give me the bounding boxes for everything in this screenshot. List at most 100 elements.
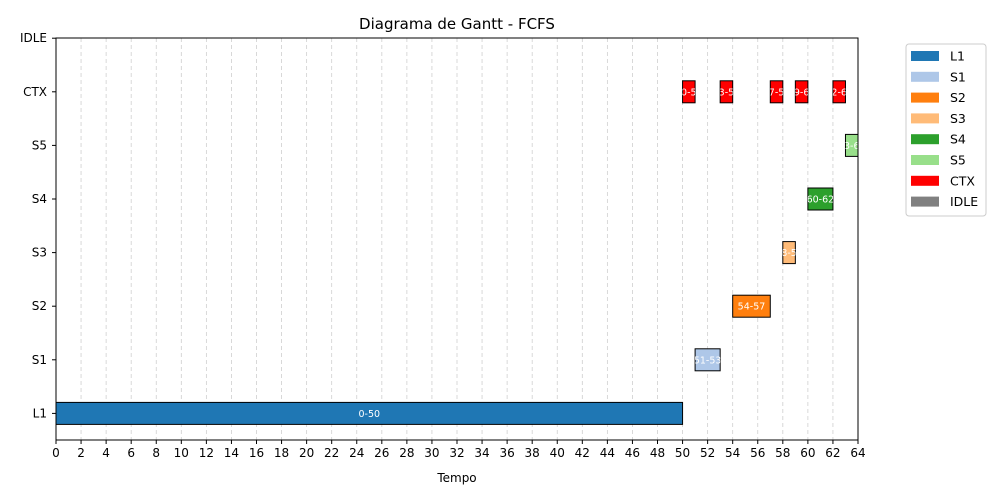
x-tick-label: 6 xyxy=(127,446,135,460)
y-tick-label: S3 xyxy=(32,246,47,260)
x-tick-label: 28 xyxy=(399,446,414,460)
y-tick-label: CTX xyxy=(23,85,47,99)
legend-item-s1: S1 xyxy=(911,69,966,84)
y-tick-label: S4 xyxy=(32,192,47,206)
legend-item-s3: S3 xyxy=(911,111,966,126)
legend-label: S4 xyxy=(950,132,966,147)
x-tick-label: 18 xyxy=(274,446,289,460)
y-tick-label: S2 xyxy=(32,299,47,313)
legend-swatch xyxy=(911,155,939,165)
legend-swatch xyxy=(911,51,939,61)
task-bar-rect xyxy=(682,80,696,104)
task-bar-s4: 60-62 xyxy=(807,187,835,211)
x-tick-label: 8 xyxy=(152,446,160,460)
legend-label: L1 xyxy=(950,49,965,64)
legend-item-ctx: CTX xyxy=(911,173,975,188)
legend-swatch xyxy=(911,113,939,124)
x-tick-label: 26 xyxy=(374,446,389,460)
task-bars: 0-50 50-51 51-53 53-54 54-57 57-58 58-59 59-60 6… xyxy=(55,80,866,425)
task-bar-label: 50-51 xyxy=(675,87,703,98)
chart-title: Diagrama de Gantt - FCFS xyxy=(359,15,555,33)
task-bar-ctx: 62-63 xyxy=(825,80,853,104)
legend-item-s4: S4 xyxy=(911,132,966,147)
x-tick-label: 24 xyxy=(349,446,364,460)
x-tick-label: 34 xyxy=(474,446,489,460)
legend-swatch xyxy=(911,71,939,82)
legend-label: CTX xyxy=(950,173,975,188)
x-tick-label: 2 xyxy=(77,446,85,460)
x-tick-label: 58 xyxy=(775,446,790,460)
task-bar-label: 58-59 xyxy=(775,248,803,259)
x-tick-label: 44 xyxy=(600,446,615,460)
task-bar-rect xyxy=(732,294,771,318)
legend-label: S1 xyxy=(950,69,966,84)
x-tick-label: 10 xyxy=(174,446,189,460)
x-tick-label: 64 xyxy=(850,446,865,460)
x-tick-label: 60 xyxy=(800,446,815,460)
task-bar-ctx: 53-54 xyxy=(713,80,741,104)
task-bar-l1: 0-50 xyxy=(55,401,684,425)
x-axis: 0 2 4 6 8 10 12 14 16 18 20 22 24 26 28 30 32 34 36 38 40 42 4… xyxy=(52,440,866,460)
x-tick-label: 62 xyxy=(825,446,840,460)
task-bar-label: 62-63 xyxy=(825,87,853,98)
legend-swatch xyxy=(911,196,939,207)
x-tick-label: 30 xyxy=(424,446,439,460)
y-tick-label: L1 xyxy=(33,406,47,420)
y-tick-label: IDLE xyxy=(20,31,47,45)
legend-label: IDLE xyxy=(950,194,978,209)
legend-label: S2 xyxy=(950,90,966,105)
task-bar-label: 59-60 xyxy=(788,87,816,98)
legend-box xyxy=(905,43,987,217)
task-bar-label: 53-54 xyxy=(713,87,741,98)
legend-label: S5 xyxy=(950,153,966,168)
x-tick-label: 32 xyxy=(449,446,464,460)
y-tick-label: S5 xyxy=(32,138,47,152)
x-tick-label: 4 xyxy=(102,446,110,460)
task-bar-s2: 54-57 xyxy=(732,294,771,318)
task-bar-label: 57-58 xyxy=(763,87,791,98)
x-tick-label: 14 xyxy=(224,446,239,460)
x-axis-label: Tempo xyxy=(436,471,476,485)
task-bar-s1: 51-53 xyxy=(694,348,722,372)
task-bar-ctx: 57-58 xyxy=(763,80,791,104)
x-tick-label: 56 xyxy=(750,446,765,460)
x-tick-label: 40 xyxy=(550,446,565,460)
task-bar-rect xyxy=(807,187,834,211)
legend: L1 S1 S2 S3 S4 S5 CTX IDLE xyxy=(905,43,987,217)
legend-item-idle: IDLE xyxy=(911,194,978,209)
legend-swatch xyxy=(911,92,939,103)
task-bar-ctx: 50-51 xyxy=(675,80,703,104)
task-bar-label: 51-53 xyxy=(694,355,722,366)
task-bar-rect xyxy=(719,80,734,104)
x-tick-label: 48 xyxy=(650,446,665,460)
legend-item-l1: L1 xyxy=(911,49,965,64)
x-tick-label: 52 xyxy=(700,446,715,460)
task-bar-label: 54-57 xyxy=(738,302,766,313)
task-bar-s3: 58-59 xyxy=(775,241,803,265)
plot-frame xyxy=(55,37,859,441)
legend-item-s2: S2 xyxy=(911,90,966,105)
task-bar-rect xyxy=(794,80,809,104)
legend-swatch xyxy=(911,134,939,145)
x-tick-label: 42 xyxy=(575,446,590,460)
x-tick-label: 50 xyxy=(675,446,690,460)
legend-swatch xyxy=(911,175,939,186)
task-bar-rect xyxy=(832,80,846,104)
task-bar-label: 0-50 xyxy=(359,409,381,420)
y-tick-label: S1 xyxy=(32,353,47,367)
task-bar-s5: 63-64 xyxy=(838,133,866,157)
task-bar-rect xyxy=(782,241,796,265)
x-tick-label: 54 xyxy=(725,446,740,460)
task-bar-label: 63-64 xyxy=(838,141,866,152)
task-bar-label: 60-62 xyxy=(807,195,835,206)
x-tick-label: 12 xyxy=(199,446,214,460)
task-bar-ctx: 59-60 xyxy=(788,80,816,104)
x-tick-label: 46 xyxy=(625,446,640,460)
grid-lines xyxy=(55,38,859,440)
x-tick-label: 20 xyxy=(299,446,314,460)
x-tick-label: 36 xyxy=(499,446,514,460)
x-tick-label: 22 xyxy=(324,446,339,460)
x-tick-label: 38 xyxy=(525,446,540,460)
legend-label: S3 xyxy=(950,111,966,126)
